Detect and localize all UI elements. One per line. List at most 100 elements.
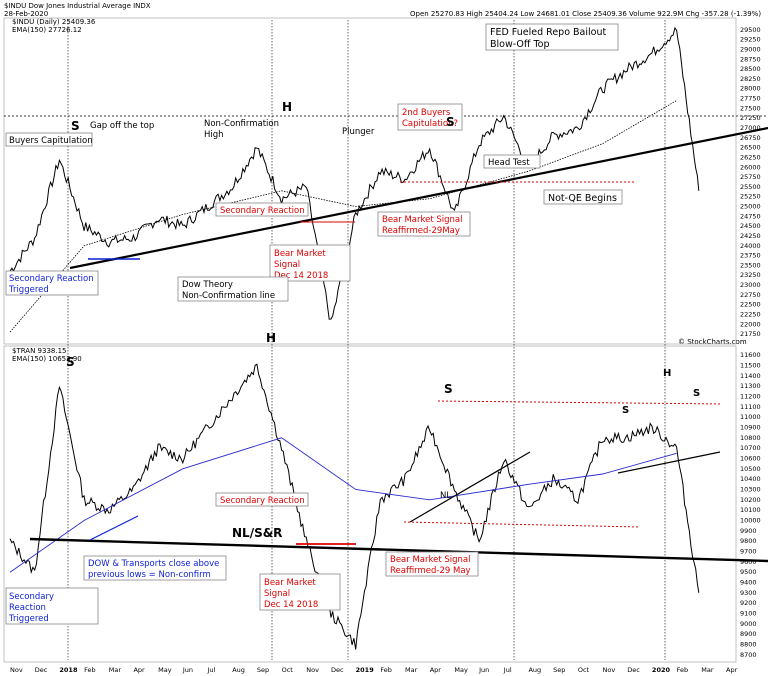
second-buyers-2: Capitulation? [402,119,458,129]
bot-h1: H [266,331,276,345]
x-tick-label: Mar [405,666,418,674]
y-tick-label: 10200 [740,496,761,504]
y-tick-label: 22500 [740,301,761,309]
bot-bms-1: Bear Market Signal [390,555,471,565]
y-tick-label: 27000 [740,124,761,132]
y-tick-label: 9600 [740,558,757,566]
y-tick-label: 26000 [740,163,761,171]
bot-sr-2: Reaction [9,603,46,613]
top-h1: H [282,100,292,114]
series-tran-price [9,363,700,650]
credit: © StockCharts.com [678,338,747,346]
x-tick-label: Dec [627,666,640,674]
top-s2: S [446,115,455,129]
bot-bms-box [385,551,479,577]
top-secondary-label: Secondary Reaction [220,206,305,216]
y-tick-label: 23500 [740,261,761,269]
bottom-red-low [403,521,641,528]
x-tick-label: Aug [528,666,541,674]
x-tick-label: Apr [133,666,145,674]
fed-label-1: FED Fueled Repo Bailout [490,27,606,38]
bot-sr-1: Secondary [9,592,54,602]
y-tick-label: 25750 [740,173,761,181]
x-tick-label: Feb [677,666,689,674]
symbol-title: $INDU Dow Jones Industrial Average INDX [4,2,151,10]
x-tick-label: Nov [603,666,616,674]
y-tick-label: 29000 [740,45,761,53]
y-tick-label: 9400 [740,579,757,587]
dow-transports-box [83,555,227,581]
series-indu-price [9,26,700,320]
y-tick-label: 9800 [740,537,757,545]
x-tick-label: Jul [503,666,512,674]
y-tick-label: 25000 [740,203,761,211]
second-buyers-1: 2nd Buyers [402,108,451,118]
top-sec-react-box [5,270,99,296]
x-tick-label: Apr [430,666,442,674]
y-tick-label: 9000 [740,620,757,628]
y-tick-label: 28250 [740,75,761,83]
x-tick-label: Oct [282,666,294,674]
y-tick-label: 9300 [740,589,757,597]
top-neckline [69,126,768,270]
top-bms-1: Bear Market Signal [382,215,463,225]
y-tick-label: 24000 [740,242,761,250]
top-panel-frame [3,17,737,345]
x-tick-label: Oct [578,666,590,674]
y-tick-label: 28000 [740,85,761,93]
bottom-nl-trend [409,451,531,523]
notqe-label: Not-QE Begins [548,193,617,204]
y-tick-label: 11100 [740,403,761,411]
bot-s4: S [693,388,700,399]
notqe-box [543,189,623,205]
bot-bear-2: Signal [264,589,290,599]
bot-nlsr-label: NL/S&R [232,526,282,540]
noncon-high-label: High [204,130,224,140]
buyers-cap-box [5,132,93,147]
top-sec-react-1: Secondary Reaction [9,274,94,284]
second-buyers-box [397,103,463,131]
fed-box [485,23,619,51]
y-tick-label: 9900 [740,527,757,535]
x-tick-label: Dec [331,666,344,674]
bot-s3: S [622,405,629,416]
y-tick-label: 10600 [740,455,761,463]
x-tick-label: Nov [306,666,319,674]
bottom-panel-frame [3,345,737,663]
noncon-label: Non-Confirmation [204,119,279,129]
bot-h2: H [663,368,671,379]
y-tick-label: 11300 [740,382,761,390]
bot-bms-2: Reaffirmed-29 May [390,566,471,576]
y-tick-label: 9500 [740,568,757,576]
series-tran-ema [9,437,677,573]
y-tick-label: 26500 [740,144,761,152]
top-bear-1: Bear Market [274,249,326,259]
y-tick-label: 10300 [740,486,761,494]
top-gap-label: Gap off the top [90,121,154,131]
y-tick-label: 25500 [740,183,761,191]
legend-ema: EMA(150) 27726.12 [12,26,82,34]
y-tick-label: 27250 [740,114,761,122]
bot-sr-3: Triggered [8,614,49,624]
y-tick-label: 22250 [740,310,761,318]
bot-nl-label: NL [440,491,451,501]
top-bear-box [269,244,351,282]
y-tick-label: 10700 [740,444,761,452]
x-tick-label: Mar [109,666,122,674]
top-secondary-box [215,202,309,217]
y-tick-label: 9200 [740,599,757,607]
x-tick-label: May [454,666,468,674]
x-tick-label: Aug [232,666,245,674]
y-tick-label: 9700 [740,548,757,556]
y-tick-label: 10400 [740,475,761,483]
y-tick-label: 11600 [740,351,761,359]
x-tick-label: Sep [257,666,269,674]
bot-sr-box [5,587,99,625]
x-tick-label: Nov [10,666,23,674]
y-tick-label: 24750 [740,212,761,220]
x-tick-label: Jul [207,666,216,674]
x-tick-label: 2020 [652,666,671,674]
y-tick-label: 8900 [740,630,757,638]
bottom-nl-line [29,537,768,563]
